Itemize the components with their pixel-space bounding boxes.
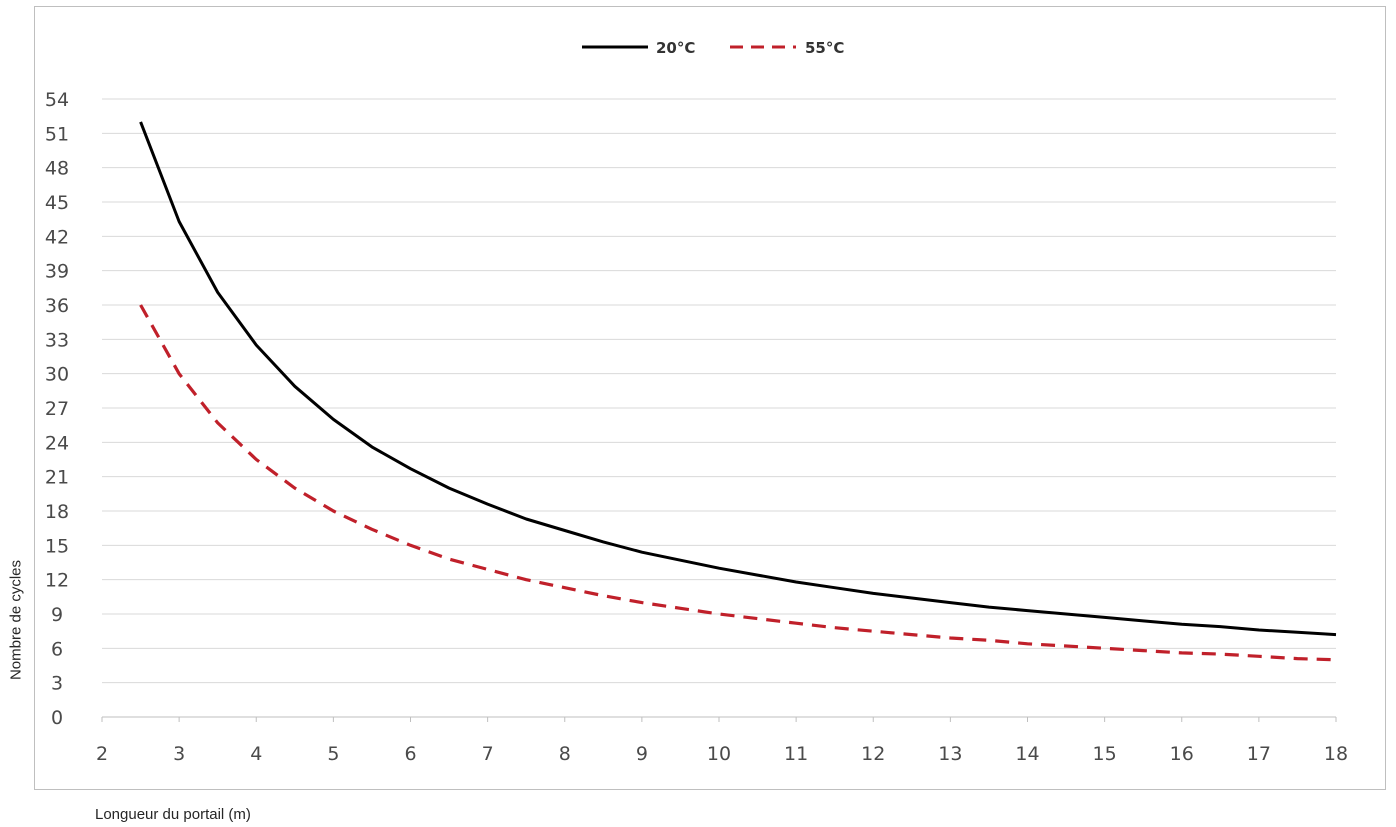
y-tick-label: 36 <box>45 295 69 317</box>
chart-frame <box>34 6 1386 790</box>
x-tick-label: 13 <box>938 743 962 765</box>
y-tick-label: 39 <box>45 261 69 283</box>
y-tick-label: 9 <box>51 604 63 626</box>
x-tick-label: 10 <box>707 743 731 765</box>
x-tick-label: 7 <box>482 743 494 765</box>
y-tick-label: 51 <box>45 123 69 145</box>
x-tick-label: 4 <box>250 743 262 765</box>
x-tick-label: 8 <box>559 743 571 765</box>
x-tick-label: 18 <box>1324 743 1348 765</box>
y-tick-label: 48 <box>45 158 69 180</box>
x-tick-label: 2 <box>96 743 108 765</box>
legend-label-2: 55°C <box>805 39 844 57</box>
x-tick-label: 15 <box>1093 743 1117 765</box>
x-tick-label: 12 <box>861 743 885 765</box>
x-tick-label: 5 <box>327 743 339 765</box>
x-tick-label: 6 <box>404 743 416 765</box>
y-tick-label: 18 <box>45 501 69 523</box>
legend-label-1: 20°C <box>656 39 695 57</box>
y-tick-label: 54 <box>45 89 69 111</box>
x-axis-label: Longueur du portail (m) <box>95 806 251 823</box>
y-tick-label: 12 <box>45 570 69 592</box>
y-tick-label: 27 <box>45 398 69 420</box>
series-line-1 <box>139 121 1337 637</box>
y-tick-label: 24 <box>45 432 69 454</box>
x-tick-label: 11 <box>784 743 808 765</box>
y-tick-label: 15 <box>45 535 69 557</box>
x-tick-label: 9 <box>636 743 648 765</box>
x-tick-label: 14 <box>1015 743 1039 765</box>
y-tick-label: 42 <box>45 226 69 248</box>
y-axis-label: Nombre de cycles <box>7 559 25 681</box>
y-tick-label: 0 <box>51 707 63 729</box>
y-tick-label: 6 <box>51 638 63 660</box>
x-tick-label: 3 <box>173 743 185 765</box>
x-tick-label: 17 <box>1247 743 1271 765</box>
y-tick-label: 21 <box>45 467 69 489</box>
y-tick-label: 30 <box>45 364 69 386</box>
y-tick-label: 33 <box>45 329 69 351</box>
y-tick-label: 3 <box>51 673 63 695</box>
series-line-2 <box>139 304 1337 662</box>
x-tick-label: 16 <box>1170 743 1194 765</box>
y-tick-label: 45 <box>45 192 69 214</box>
